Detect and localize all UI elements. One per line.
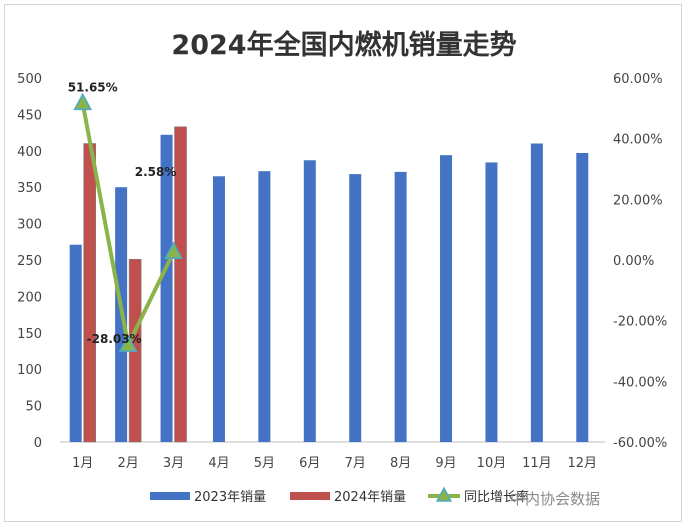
y2-tick-label: -20.00% (613, 315, 667, 330)
y2-tick-label: 0.00% (613, 254, 654, 269)
y-tick-label: 450 (17, 108, 42, 123)
y-tick-label: 50 (25, 400, 42, 415)
y-tick-label: 350 (17, 181, 42, 196)
bar-2023 (212, 176, 225, 442)
bar-2023 (258, 171, 271, 442)
legend-label-growth: 同比增长率 (464, 489, 529, 505)
legend-label-2024: 2024年销量 (334, 490, 406, 505)
x-tick-label: 4月 (208, 456, 229, 471)
y-tick-label: 500 (17, 72, 42, 87)
y2-tick-label: -60.00% (613, 436, 667, 451)
x-tick-label: 10月 (477, 456, 507, 471)
x-tick-label: 3月 (163, 456, 184, 471)
y-tick-label: 300 (17, 218, 42, 233)
x-tick-label: 7月 (345, 456, 366, 471)
y-tick-label: 250 (17, 254, 42, 269)
y2-tick-label: 40.00% (613, 133, 663, 148)
x-tick-label: 1月 (72, 456, 93, 471)
bar-2023 (69, 244, 82, 442)
growth-line (80, 102, 176, 348)
y-tick-label: 400 (17, 145, 42, 160)
growth-data-label: 2.58% (135, 165, 177, 179)
y2-tick-label: 20.00% (613, 193, 663, 208)
growth-marker (73, 92, 93, 111)
x-tick-label: 6月 (299, 456, 320, 471)
y-tick-label: 150 (17, 327, 42, 342)
x-tick-label: 8月 (390, 456, 411, 471)
y-tick-label: 0 (34, 436, 42, 451)
y2-tick-label: 60.00% (613, 72, 663, 87)
growth-data-label: -28.03% (87, 332, 142, 346)
bar-2024 (83, 143, 97, 443)
legend-marker-growth (435, 486, 453, 502)
chart-title: 2024年全国内燃机销量走势 (171, 29, 516, 61)
x-tick-label: 5月 (254, 456, 275, 471)
watermark: 中内协会数据 (510, 490, 600, 508)
bar-2023 (530, 143, 543, 442)
bar-2023 (303, 160, 316, 442)
legend-swatch-2023 (150, 492, 190, 500)
growth-data-label: 51.65% (68, 80, 118, 94)
bar-2023 (485, 162, 498, 442)
bar-2023 (160, 134, 173, 442)
x-tick-label: 12月 (568, 456, 598, 471)
x-tick-label: 11月 (522, 456, 552, 471)
x-tick-label: 9月 (435, 456, 456, 471)
bar-2023 (576, 152, 589, 442)
legend-swatch-2024 (290, 492, 330, 500)
bar-2023 (394, 171, 407, 443)
y2-tick-label: -40.00% (613, 375, 667, 390)
y-tick-label: 200 (17, 290, 42, 305)
bar-2023 (349, 174, 362, 442)
growth-marker (118, 334, 138, 352)
legend-label-2023: 2023年销量 (194, 490, 266, 505)
bar-2024 (174, 126, 187, 443)
x-tick-label: 2月 (117, 456, 138, 471)
y-tick-label: 100 (17, 363, 42, 378)
bar-2023 (440, 155, 453, 442)
growth-marker (164, 241, 183, 259)
